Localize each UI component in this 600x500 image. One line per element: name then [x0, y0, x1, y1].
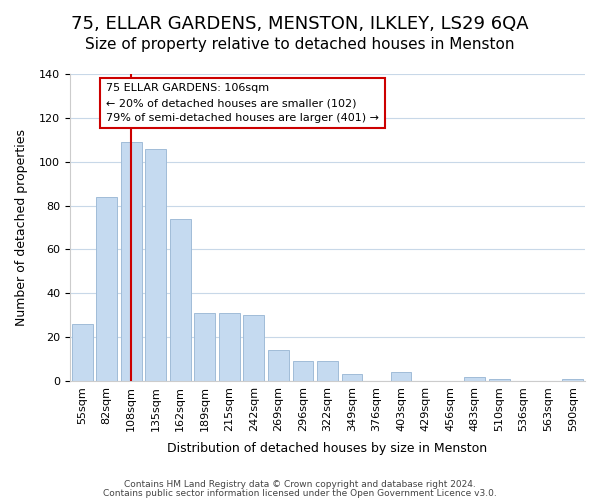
Text: Contains public sector information licensed under the Open Government Licence v3: Contains public sector information licen…	[103, 489, 497, 498]
Text: Contains HM Land Registry data © Crown copyright and database right 2024.: Contains HM Land Registry data © Crown c…	[124, 480, 476, 489]
Bar	[293, 361, 313, 381]
Bar	[244, 315, 265, 381]
Bar	[317, 361, 338, 381]
Bar	[121, 142, 142, 381]
Bar	[194, 313, 215, 381]
Bar	[268, 350, 289, 381]
Bar	[219, 313, 240, 381]
Bar	[489, 378, 509, 381]
Bar	[72, 324, 92, 381]
Bar	[170, 218, 191, 381]
Bar	[464, 376, 485, 381]
X-axis label: Distribution of detached houses by size in Menston: Distribution of detached houses by size …	[167, 442, 488, 455]
Bar	[391, 372, 412, 381]
Y-axis label: Number of detached properties: Number of detached properties	[15, 129, 28, 326]
Text: Size of property relative to detached houses in Menston: Size of property relative to detached ho…	[85, 38, 515, 52]
Text: 75 ELLAR GARDENS: 106sqm
← 20% of detached houses are smaller (102)
79% of semi-: 75 ELLAR GARDENS: 106sqm ← 20% of detach…	[106, 83, 379, 123]
Bar	[562, 378, 583, 381]
Text: 75, ELLAR GARDENS, MENSTON, ILKLEY, LS29 6QA: 75, ELLAR GARDENS, MENSTON, ILKLEY, LS29…	[71, 15, 529, 33]
Bar	[97, 197, 117, 381]
Bar	[341, 374, 362, 381]
Bar	[145, 148, 166, 381]
